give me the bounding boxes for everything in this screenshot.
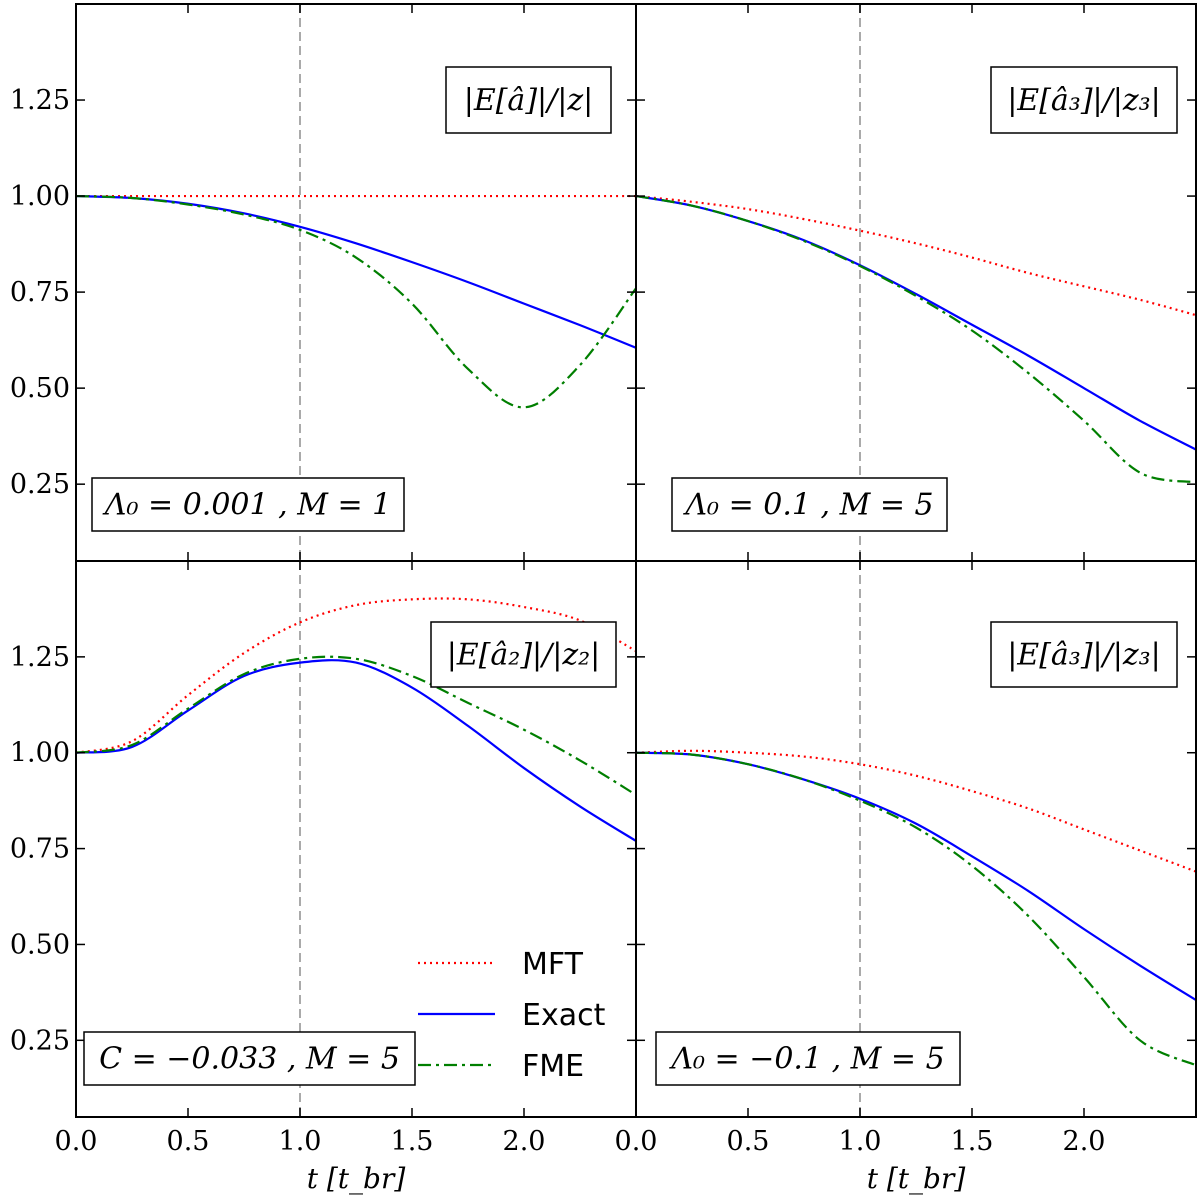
x-tick-label: 1.0 <box>839 1126 882 1157</box>
series-group <box>636 194 1196 484</box>
y-tick-label: 0.25 <box>10 1025 70 1056</box>
y-tick-label: 0.50 <box>10 373 70 404</box>
x-tick-label: 1.0 <box>279 1126 322 1157</box>
parameter-box <box>671 477 948 532</box>
x-tick-label: 0.5 <box>727 1126 770 1157</box>
legend-label-fme: FME <box>522 1049 584 1084</box>
quantity-label: |E[â₃]|/|z₃| <box>1007 83 1161 118</box>
x-axis-title: t [t_br] <box>867 1162 966 1195</box>
panel-1: 0.25 0.50 0.75 1.00 1.25 |E[â]|/|z| Λ₀ = 0.001… <box>10 3 637 562</box>
quantity-label: |E[â₂]|/|z₂| <box>447 638 601 673</box>
x-tick-label: 0.0 <box>615 1126 658 1157</box>
parameter-label: C = −0.033 , M = 5 <box>99 1042 400 1077</box>
y-tick-label: 0.75 <box>10 834 70 865</box>
parameter-label: Λ₀ = 0.001 , M = 1 <box>102 488 391 523</box>
legend-label-exact: Exact <box>522 998 606 1033</box>
y-tick-label: 1.25 <box>10 642 70 673</box>
parameter-box <box>655 1031 961 1086</box>
series-group <box>636 749 1196 1067</box>
x-tick-label: 1.5 <box>391 1126 434 1157</box>
panel-frame <box>635 560 1197 1118</box>
quantity-label-box <box>990 66 1178 134</box>
series-group <box>76 194 636 409</box>
series-line-fme <box>636 194 1196 484</box>
y-tick-label: 0.25 <box>10 469 70 500</box>
y-tick-label: 0.50 <box>10 929 70 960</box>
panel-4: 0.0 0.5 1.0 1.5 2.0 t [t_br] |E[â₃]|/|z₃| Λ₀ = … <box>615 560 1197 1195</box>
series-line-exact <box>76 659 636 842</box>
legend-label-mft: MFT <box>522 947 584 982</box>
quantity-label-box <box>430 621 617 688</box>
quantity-label: |E[â]|/|z| <box>464 83 594 118</box>
series-line-mft <box>76 597 636 754</box>
legend: MFT Exact FME <box>418 947 606 1084</box>
x-axis-title: t [t_br] <box>307 1162 406 1195</box>
series-line-fme <box>76 194 636 409</box>
parameter-label: Λ₀ = 0.1 , M = 5 <box>682 488 933 523</box>
y-tick-label: 1.00 <box>10 181 70 212</box>
x-tick-label: 1.5 <box>951 1126 994 1157</box>
series-line-exact <box>636 751 1196 1001</box>
y-tick-label: 1.00 <box>10 738 70 769</box>
series-group <box>76 597 636 842</box>
series-line-mft <box>636 194 1196 317</box>
series-line-fme <box>636 751 1196 1067</box>
y-tick-label: 0.75 <box>10 277 70 308</box>
x-tick-label: 0.0 <box>55 1126 98 1157</box>
quantity-label-box <box>990 621 1178 688</box>
panel-3: 0.25 0.50 0.75 1.00 1.25 0.0 0.5 1.0 1.5 2.0 t [t_… <box>10 560 637 1195</box>
quantity-label: |E[â₃]|/|z₃| <box>1007 638 1161 673</box>
series-line-exact <box>636 194 1196 451</box>
x-tick-label: 2.0 <box>1063 1126 1106 1157</box>
panel-2: |E[â₃]|/|z₃| Λ₀ = 0.1 , M = 5 <box>635 3 1197 562</box>
parameter-label: Λ₀ = −0.1 , M = 5 <box>668 1042 944 1077</box>
series-line-exact <box>76 194 636 349</box>
x-tick-label: 0.5 <box>167 1126 210 1157</box>
x-tick-label: 2.0 <box>503 1126 546 1157</box>
series-line-mft <box>636 749 1196 873</box>
parameter-box <box>91 477 405 532</box>
parameter-box <box>83 1031 416 1086</box>
quantity-label-box <box>445 66 612 134</box>
y-tick-label: 1.25 <box>10 85 70 116</box>
